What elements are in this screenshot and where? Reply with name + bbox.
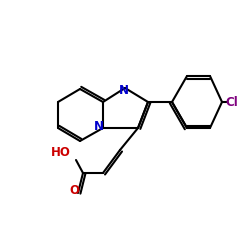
Text: HO: HO xyxy=(51,146,71,158)
Text: N: N xyxy=(119,84,129,96)
Text: O: O xyxy=(69,184,79,198)
Text: N: N xyxy=(94,120,104,134)
Text: Cl: Cl xyxy=(226,96,238,108)
